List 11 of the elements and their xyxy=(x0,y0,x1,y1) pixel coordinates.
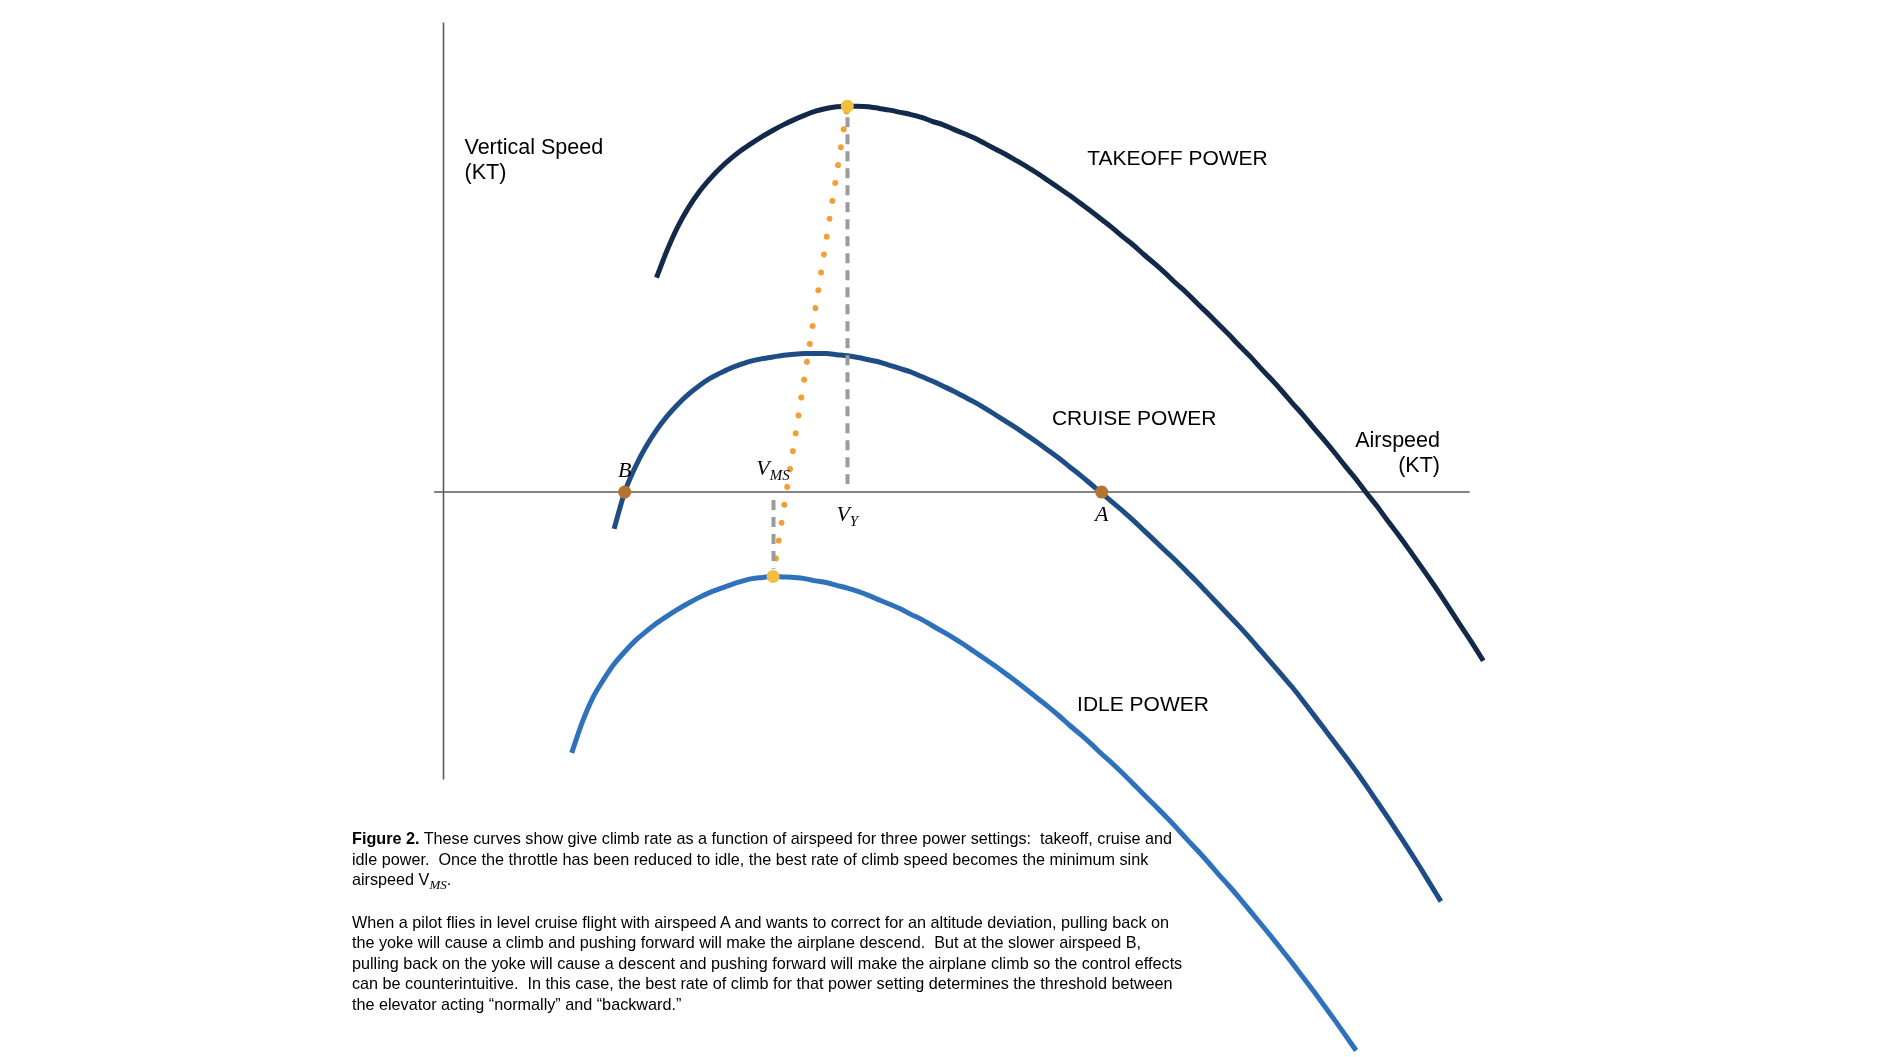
x-axis-title: Airspeed (KT) xyxy=(1354,428,1440,478)
x-tick-label: A xyxy=(1094,501,1109,527)
series-label: TAKEOFF POWER xyxy=(1087,146,1268,171)
x-tick-label: B xyxy=(617,457,632,483)
annotation: Figure 2. These curves show give climb rate as a function of airspeed for three power settings: takeoff, cruise and idle power. Once the throttle has been reduced to idle, the best rate of climb speed becomes the minimum sink airspeed V$_{MS}$. xyxy=(352,828,1173,892)
series-label: IDLE POWER xyxy=(1077,692,1209,717)
y-axis-title: Vertical Speed (KT) xyxy=(464,135,605,185)
series-label: CRUISE POWER xyxy=(1051,405,1217,430)
annotation: When a pilot flies in level cruise flight with airspeed A and wants to correct for an altitude deviation, pulling back on the yoke will cause a climb and pushing forward will make the airplane descend. But at the slower airspeed B, pulling back on the yoke will cause a descent and pushing forward will make the airplane climb so the control effects can be counterintuitive. In this case, the best rate of climb for that power setting determines the threshold between the elevator acting “normally” and “backward.” xyxy=(352,911,1184,1014)
x-tick-label: V$_{MS}$ xyxy=(756,455,790,484)
x-tick-label: V$_{Y}$ xyxy=(836,501,859,530)
